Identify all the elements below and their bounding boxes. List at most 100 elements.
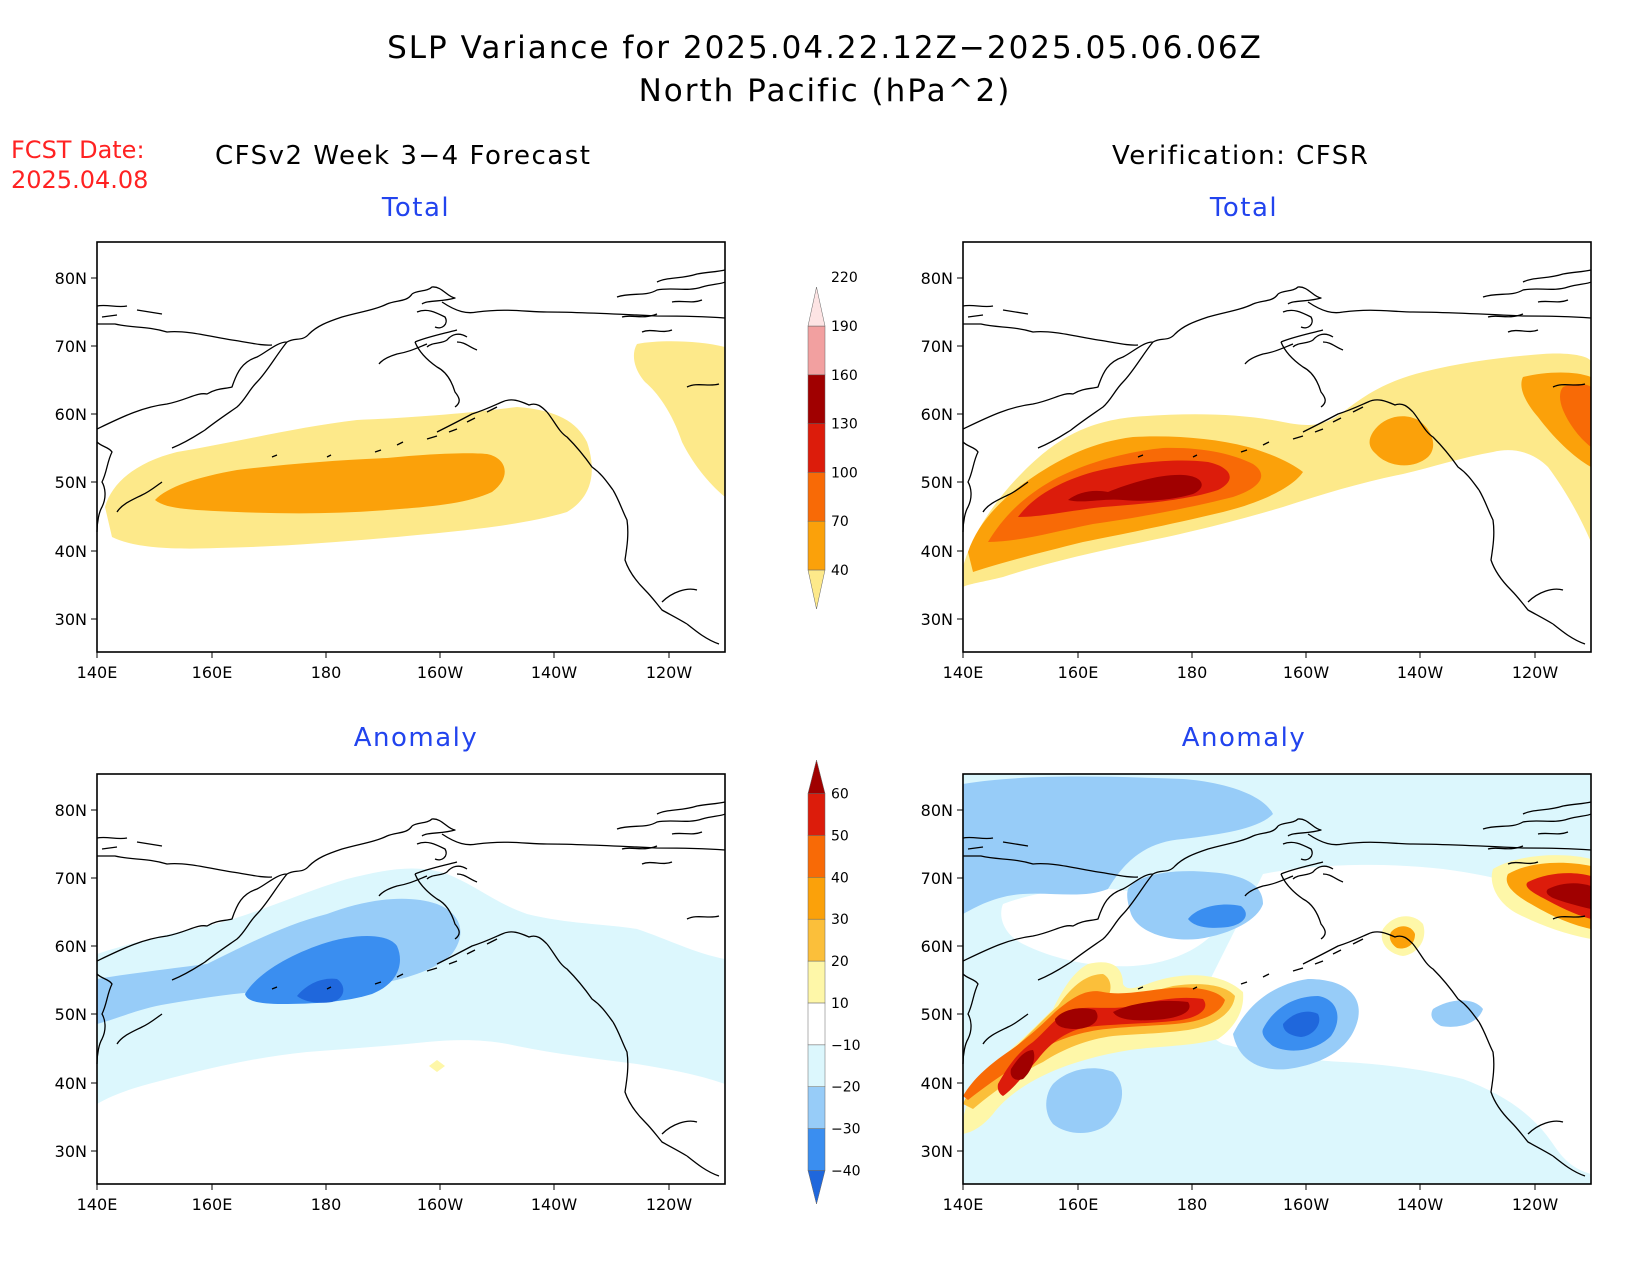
colorbar-swatch <box>807 835 826 878</box>
colorbar-swatch <box>807 1170 826 1205</box>
colorbar-swatch <box>807 374 826 424</box>
fcst-date: 2025.04.08 <box>11 166 149 194</box>
lat-tick-label: 60N <box>55 937 87 956</box>
colorbar-anomaly: −40 −30 −20 −10 10 20 30 40 50 60 <box>807 759 861 1205</box>
colorbar-label: −10 <box>831 1038 861 1054</box>
panel-label-bottom-right: Anomaly <box>1181 723 1307 753</box>
fill-neg20 <box>97 898 461 1024</box>
lon-tick-label: 160E <box>1058 1195 1099 1214</box>
lat-tick-label: 40N <box>55 542 87 561</box>
colorbar-swatch <box>807 520 826 571</box>
lon-tick-label: 140E <box>77 1195 118 1214</box>
lon-tick-label: 140W <box>1397 1195 1444 1214</box>
colorbar-swatch <box>807 1128 826 1171</box>
lat-tick-label: 60N <box>921 405 953 424</box>
colorbar-swatch <box>807 793 826 836</box>
fill-70 <box>155 453 505 514</box>
fill-pos40-wave <box>997 997 1206 1096</box>
lat-tick-label: 40N <box>921 1074 953 1093</box>
lon-tick-label: 120W <box>1512 1195 1559 1214</box>
lat-tick-label: 50N <box>55 473 87 492</box>
left-column-title: CFSv2 Week 3−4 Forecast <box>215 141 592 171</box>
lat-tick-label: 70N <box>55 337 87 356</box>
lon-tick-label: 140E <box>943 1195 984 1214</box>
panel-verification-total <box>962 241 1592 653</box>
panel-label-top-left: Total <box>381 193 451 223</box>
lat-tick-label: 80N <box>921 801 953 820</box>
fill-neg20-gulf <box>1431 1000 1483 1027</box>
lon-tick-label: 180 <box>1177 1195 1208 1214</box>
colorbar-label: 10 <box>831 996 849 1012</box>
fill-neg20-north <box>963 776 1273 914</box>
forecast-date-label: FCST Date: 2025.04.08 <box>11 135 148 195</box>
right-column-title: Verification: CFSR <box>1112 141 1370 171</box>
colorbar-label: −30 <box>831 1122 861 1138</box>
panel-label-top-right: Total <box>1209 193 1279 223</box>
colorbar-label: 160 <box>831 368 858 384</box>
colorbar-label: 100 <box>831 465 858 481</box>
lat-tick-label: 40N <box>55 1074 87 1093</box>
colorbar-swatch <box>807 877 826 920</box>
colorbar-label: 60 <box>831 787 849 803</box>
colorbar-label: 130 <box>831 417 858 433</box>
lon-tick-label: 160E <box>192 1195 233 1214</box>
lat-tick-label: 80N <box>55 269 87 288</box>
panel-label-bottom-left: Anomaly <box>353 723 479 753</box>
fill-neg30 <box>245 936 400 1004</box>
lon-tick-label: 120W <box>646 1195 693 1214</box>
lon-tick-label: 180 <box>311 663 342 682</box>
lon-tick-label: 160W <box>1283 1195 1330 1214</box>
lat-tick-label: 50N <box>921 473 953 492</box>
lat-tick-label: 50N <box>55 1005 87 1024</box>
lon-tick-label: 120W <box>646 663 693 682</box>
fcst-label: FCST Date: <box>11 136 145 164</box>
fill-pos20-gulf <box>1389 926 1415 949</box>
chart-title: SLP Variance for 2025.04.22.12Z−2025.05.… <box>387 30 1263 66</box>
colorbar-swatch <box>807 1044 826 1087</box>
fill-neg10 <box>97 868 725 1104</box>
axis-labels: 80N 70N 60N 50N 40N 30N 140E 160E 180 160W 140W 120… <box>55 269 1559 1214</box>
lon-tick-label: 160W <box>417 663 464 682</box>
lat-tick-label: 60N <box>55 405 87 424</box>
lat-tick-label: 50N <box>921 1005 953 1024</box>
colorbar-label: 220 <box>831 270 858 286</box>
lon-tick-label: 160W <box>417 1195 464 1214</box>
colorbar-label: 40 <box>831 563 849 579</box>
lon-tick-label: 140W <box>1397 663 1444 682</box>
fill-neg30-alaska <box>1188 904 1246 928</box>
fill-neg20-south <box>1046 1068 1123 1133</box>
colorbar-swatch <box>807 472 826 522</box>
fill-100-canada <box>1560 383 1591 447</box>
lon-tick-label: 140W <box>531 1195 578 1214</box>
lon-tick-label: 120W <box>1512 663 1559 682</box>
colorbar-label: −20 <box>831 1080 861 1096</box>
colorbar-swatch <box>807 325 826 376</box>
lat-tick-label: 70N <box>921 869 953 888</box>
lat-tick-label: 40N <box>921 542 953 561</box>
colorbar-swatch <box>807 960 826 1004</box>
colorbar-total: 40 70 100 130 160 190 220 <box>807 270 858 610</box>
colorbar-label: 70 <box>831 514 849 530</box>
lon-tick-label: 160E <box>1058 663 1099 682</box>
chart-subtitle: North Pacific (hPa^2) <box>638 73 1012 109</box>
lat-tick-label: 30N <box>921 610 953 629</box>
lat-tick-label: 80N <box>55 801 87 820</box>
colorbar-swatch <box>807 1086 826 1129</box>
fill-neg40-center <box>1283 1011 1320 1037</box>
colorbar-label: 30 <box>831 912 849 928</box>
panel-forecast-total <box>96 241 726 653</box>
lat-tick-label: 30N <box>921 1142 953 1161</box>
fill-pos50-wave <box>1010 1000 1190 1080</box>
colorbar-label: 50 <box>831 828 849 844</box>
colorbar-label: 20 <box>831 954 849 970</box>
fill-40-ne <box>633 341 725 497</box>
lat-tick-label: 60N <box>921 937 953 956</box>
colorbar-label: −40 <box>831 1163 861 1179</box>
fill-70-gulf <box>1369 416 1434 466</box>
lon-tick-label: 160E <box>192 663 233 682</box>
lon-tick-label: 180 <box>311 1195 342 1214</box>
colorbar-swatch <box>807 569 826 610</box>
lat-tick-label: 70N <box>921 337 953 356</box>
lon-tick-label: 140E <box>77 663 118 682</box>
